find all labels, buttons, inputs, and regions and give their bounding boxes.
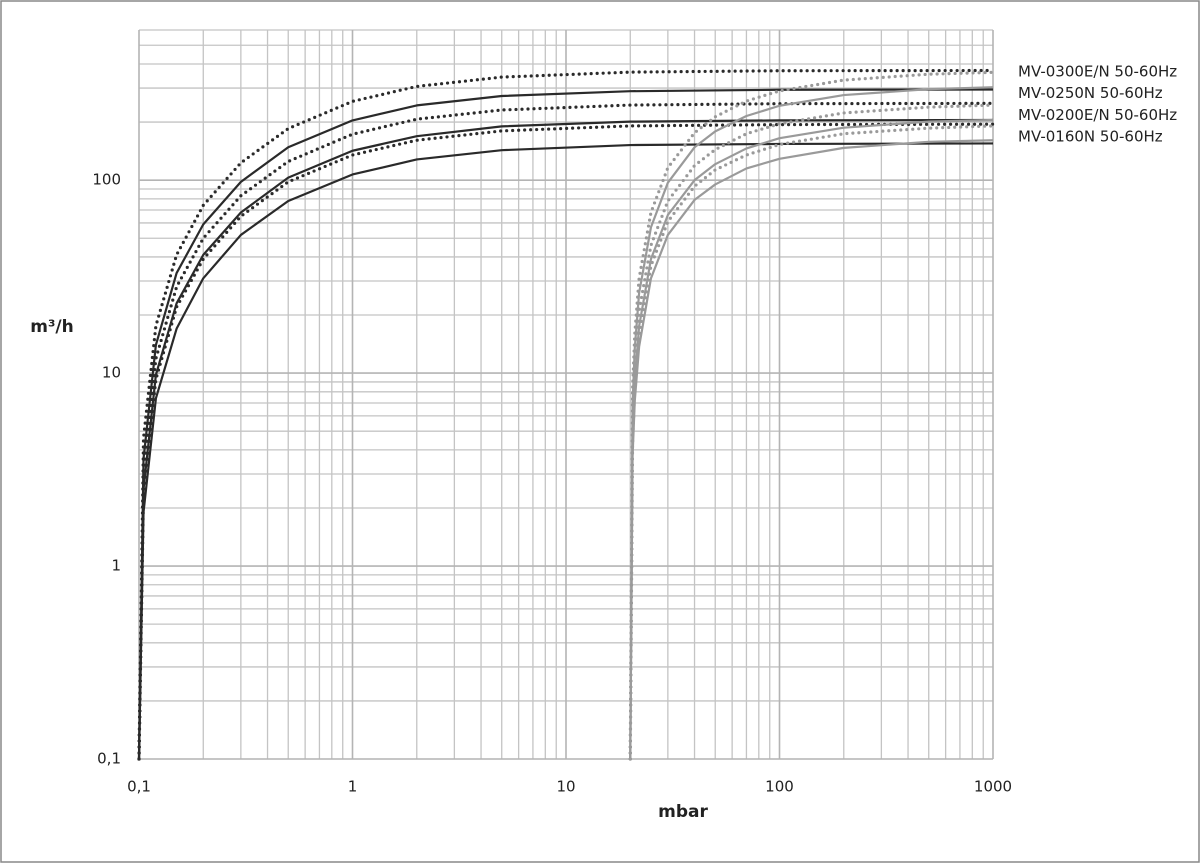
legend-label: MV-0200E/N 50-60Hz (1018, 106, 1177, 124)
y-tick-label: 10 (102, 364, 121, 382)
grid (138, 29, 994, 760)
y-tick-label: 1 (111, 557, 121, 575)
series-line (628, 124, 995, 761)
legend-label: MV-0160N 50-60Hz (1018, 128, 1163, 146)
y-axis-label: m³/h (30, 317, 73, 337)
series-line (629, 139, 994, 760)
y-tick-label: 100 (92, 171, 121, 189)
x-axis-label: mbar (658, 802, 708, 822)
x-tick-label: 0,1 (127, 778, 151, 796)
series-line (137, 142, 994, 760)
legend-label: MV-0250N 50-60Hz (1018, 84, 1163, 102)
x-tick-label: 1 (348, 778, 358, 796)
x-tick-label: 100 (765, 778, 794, 796)
legend-label: MV-0300E/N 50-60Hz (1018, 63, 1177, 81)
lines (137, 68, 995, 761)
series-line (628, 70, 995, 761)
series-line (628, 103, 995, 761)
y-tick-label: 0,1 (97, 750, 121, 768)
x-tick-label: 1000 (974, 778, 1012, 796)
x-tick-label: 10 (556, 778, 575, 796)
series-line (137, 101, 995, 761)
series-line (137, 88, 994, 760)
series-line (629, 86, 994, 760)
series-line (137, 68, 995, 761)
